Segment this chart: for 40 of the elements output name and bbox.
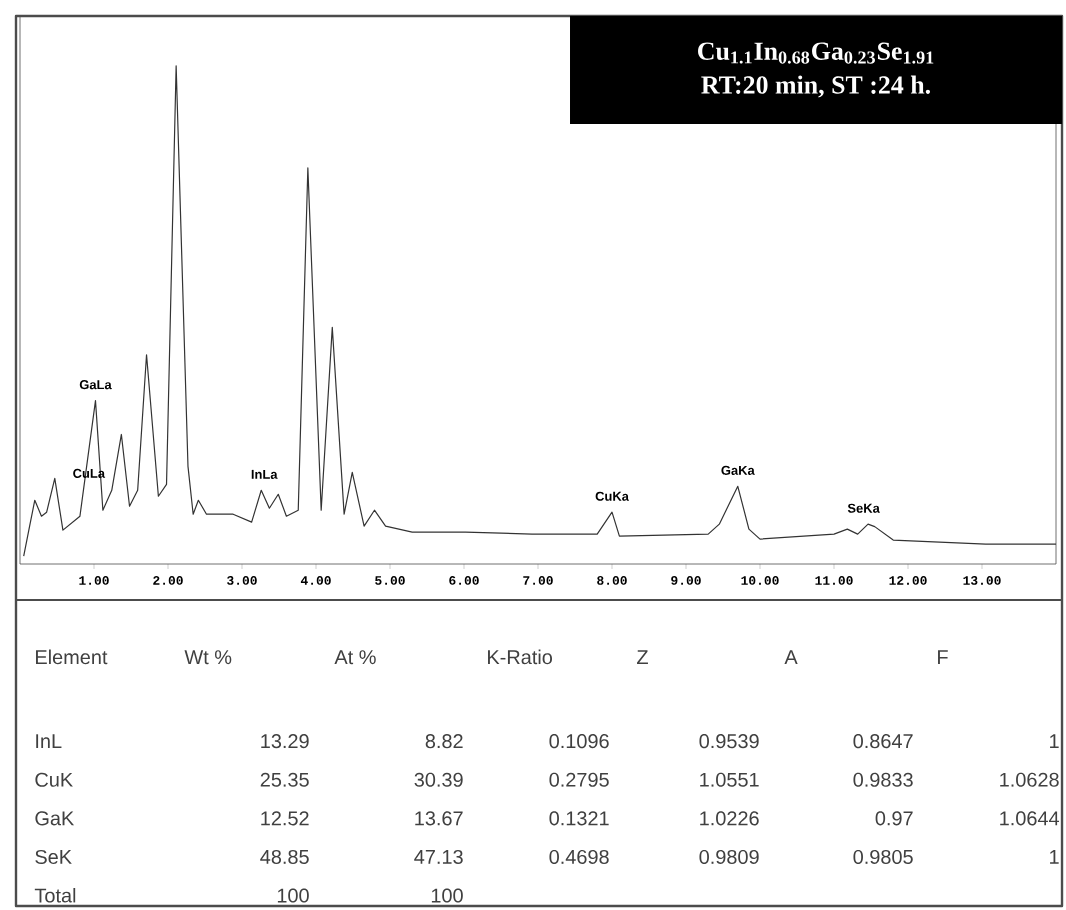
text: Z xyxy=(637,650,648,665)
text: 47.13 xyxy=(414,849,463,864)
text: 13.29 xyxy=(261,734,309,749)
text: 1 xyxy=(1050,734,1059,749)
text: 100 xyxy=(277,888,309,903)
text: 0.8647 xyxy=(853,734,913,749)
text: 0.4698 xyxy=(549,849,609,864)
text: 8.82 xyxy=(425,734,463,749)
text: 0.9809 xyxy=(699,849,759,864)
chart-title: Cu$_{1.1}$In$_{0.68}$Ga$_{0.23}$Se$_{1.91}$ xyxy=(698,42,934,64)
text: A xyxy=(784,650,798,665)
text: At % xyxy=(334,650,376,665)
text: 0.1096 xyxy=(549,734,609,749)
text: 1.0226 xyxy=(700,811,759,826)
text: 25.35 xyxy=(260,772,309,787)
text: 12.52 xyxy=(261,811,309,826)
text: InL xyxy=(36,734,62,749)
text: CuK xyxy=(35,772,73,787)
text: Wt % xyxy=(184,650,232,665)
text: 1.0644 xyxy=(1000,811,1060,826)
text: 48.85 xyxy=(260,849,309,864)
text: Element xyxy=(36,649,108,665)
text: 0.9805 xyxy=(853,849,913,864)
text: 0.1321 xyxy=(549,811,609,826)
text: 1.0628 xyxy=(1000,772,1059,787)
text: Total xyxy=(34,887,76,903)
text: 0.9539 xyxy=(699,734,759,749)
text: 100 xyxy=(431,888,463,903)
text: F xyxy=(938,650,948,665)
chart-subtitle: RT:20 min, ST :24 h. xyxy=(701,75,931,98)
text: GaK xyxy=(35,811,75,826)
text: 0.9833 xyxy=(853,772,913,787)
text: 1.0551 xyxy=(700,772,759,787)
text: 1 xyxy=(1050,850,1059,864)
text: 0.2795 xyxy=(549,772,609,787)
text: 13.67 xyxy=(415,811,463,826)
text: K-Ratio xyxy=(488,649,553,665)
text: 30.39 xyxy=(414,772,463,787)
text: 0.97 xyxy=(875,811,913,826)
text: SeK xyxy=(35,849,72,864)
